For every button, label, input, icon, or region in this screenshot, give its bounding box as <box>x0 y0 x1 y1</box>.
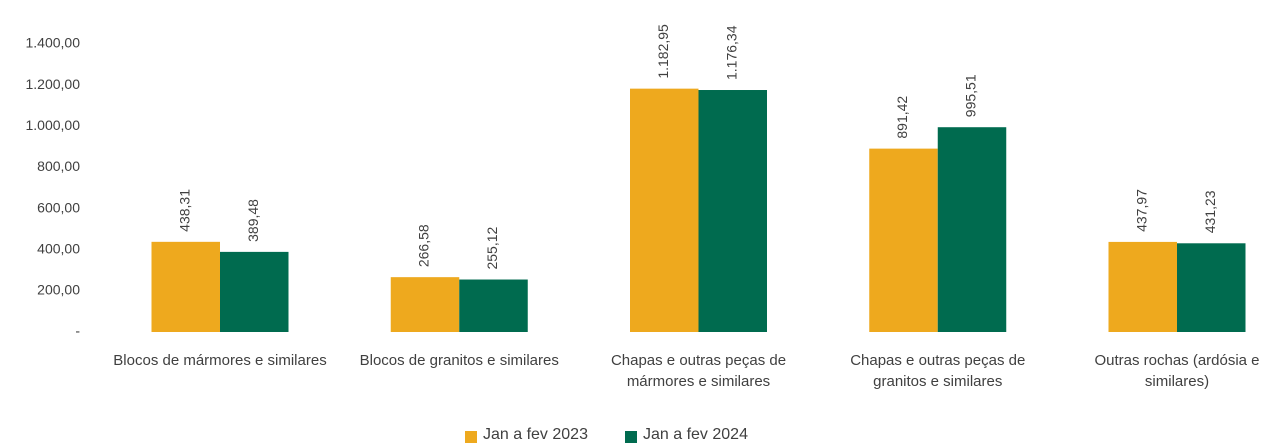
y-tick-label: 1.000,00 <box>26 117 81 133</box>
bar <box>937 127 1007 332</box>
value-label: 1.182,95 <box>655 24 671 79</box>
y-tick-label: - <box>75 323 80 339</box>
value-label: 1.176,34 <box>723 25 739 80</box>
value-label: 891,42 <box>894 96 910 139</box>
bar <box>459 279 528 332</box>
x-tick-label: Chapas e outras peças de mármores e simi… <box>610 352 787 390</box>
value-label: 255,12 <box>484 226 500 269</box>
y-tick-label: 1.400,00 <box>26 35 81 51</box>
bar <box>1177 243 1246 332</box>
y-tick-label: 800,00 <box>37 158 80 174</box>
value-label: 438,31 <box>176 189 192 232</box>
bar <box>220 251 289 332</box>
value-label: 389,48 <box>245 199 261 242</box>
value-label: 266,58 <box>416 224 432 267</box>
x-tick-label: Chapas e outras peças de granitos e simi… <box>850 352 1026 390</box>
bar <box>630 88 699 332</box>
bar <box>869 148 938 332</box>
y-tick-label: 600,00 <box>37 199 80 215</box>
legend-swatch <box>625 431 637 443</box>
y-tick-label: 200,00 <box>37 282 80 298</box>
legend-swatch <box>465 431 477 443</box>
x-tick-label: Blocos de mármores e similares <box>113 352 327 369</box>
bar <box>390 277 460 332</box>
y-tick-label: 1.200,00 <box>26 76 81 92</box>
bar <box>698 90 767 332</box>
legend-label: Jan a fev 2023 <box>483 426 588 443</box>
value-label: 437,97 <box>1133 189 1149 232</box>
y-tick-label: 400,00 <box>37 240 80 256</box>
legend-label: Jan a fev 2024 <box>643 426 748 443</box>
bar <box>151 241 220 332</box>
x-tick-label: Outras rochas (ardósia e similares) <box>1094 352 1260 390</box>
bar <box>1108 241 1177 332</box>
x-tick-label: Blocos de granitos e similares <box>359 352 559 369</box>
value-label: 995,51 <box>963 74 979 117</box>
value-label: 431,23 <box>1202 190 1218 233</box>
